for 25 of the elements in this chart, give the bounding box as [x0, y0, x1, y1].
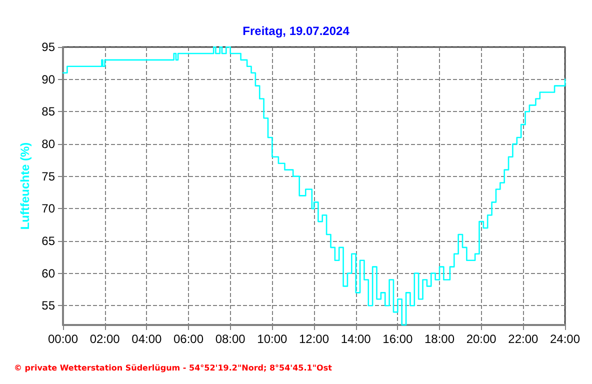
- x-tick-label: 00:00: [48, 332, 78, 346]
- x-tick-label: 04:00: [132, 332, 162, 346]
- x-tick-label: 14:00: [340, 332, 372, 346]
- x-tick-label: 08:00: [215, 332, 246, 346]
- y-tick-label: 60: [42, 266, 56, 280]
- y-tick-label: 70: [42, 202, 56, 216]
- y-tick-label: 95: [42, 40, 56, 54]
- x-tick-label: 12:00: [298, 332, 330, 346]
- x-tick-label: 18:00: [424, 332, 455, 346]
- x-tick-label: 02:00: [90, 332, 120, 346]
- y-tick-label: 80: [42, 136, 56, 151]
- x-tick-label: 10:00: [257, 332, 288, 346]
- x-tick-label: 24:00: [550, 332, 580, 346]
- x-tick-label: 16:00: [382, 332, 414, 346]
- y-tick-label: 75: [42, 169, 56, 184]
- y-tick-label: 55: [42, 298, 56, 313]
- chart-title: Freitag, 19.07.2024: [242, 24, 350, 38]
- y-tick-label: 85: [42, 104, 56, 119]
- y-tick-label: 65: [42, 234, 56, 248]
- x-tick-label: 22:00: [508, 332, 539, 346]
- y-tick-label: 90: [42, 72, 56, 86]
- text: © private Wetterstation Süderlügum - 54°52'19.2"Nord; 8°54'45.1"Ost: [14, 364, 332, 372]
- x-tick-label: 20:00: [466, 332, 497, 346]
- x-tick-label: 06:00: [173, 332, 204, 346]
- y-axis-title: Luftfeuchte (%): [18, 142, 32, 230]
